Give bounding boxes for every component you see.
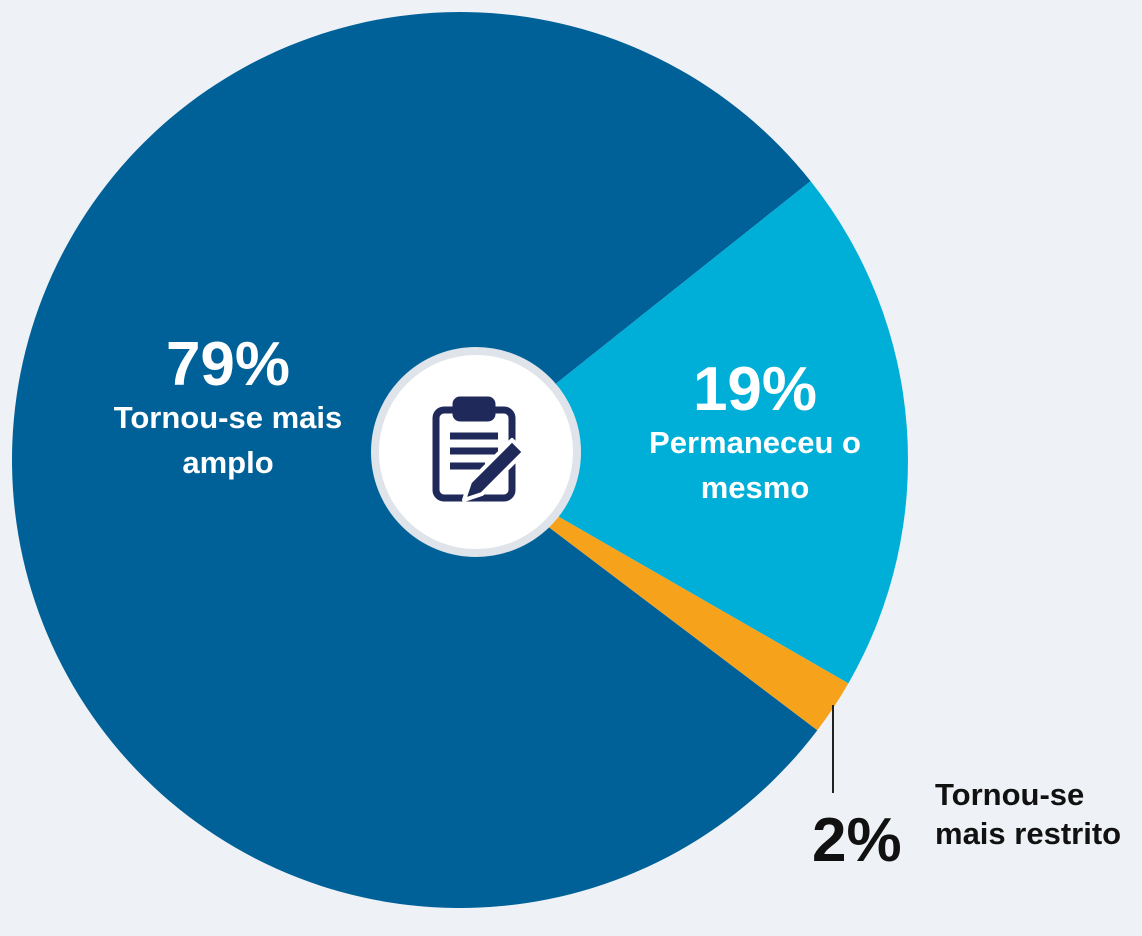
category-label: Permaneceu o mesmo bbox=[649, 425, 861, 505]
value-label: 19% bbox=[692, 355, 818, 424]
slice-label: 79% Tornou-se mais amplo bbox=[98, 334, 358, 486]
clipboard-icon bbox=[432, 396, 526, 502]
pie-slice bbox=[460, 460, 849, 731]
value-label: 79% bbox=[165, 330, 291, 399]
pie-slice bbox=[460, 181, 909, 684]
category-label: Tornou-se mais restrito bbox=[935, 777, 1122, 851]
value-label: 2% bbox=[812, 806, 902, 875]
category-label: Tornou-se mais amplo bbox=[113, 400, 343, 480]
slice-label: 19% Permaneceu o mesmo bbox=[605, 359, 905, 511]
